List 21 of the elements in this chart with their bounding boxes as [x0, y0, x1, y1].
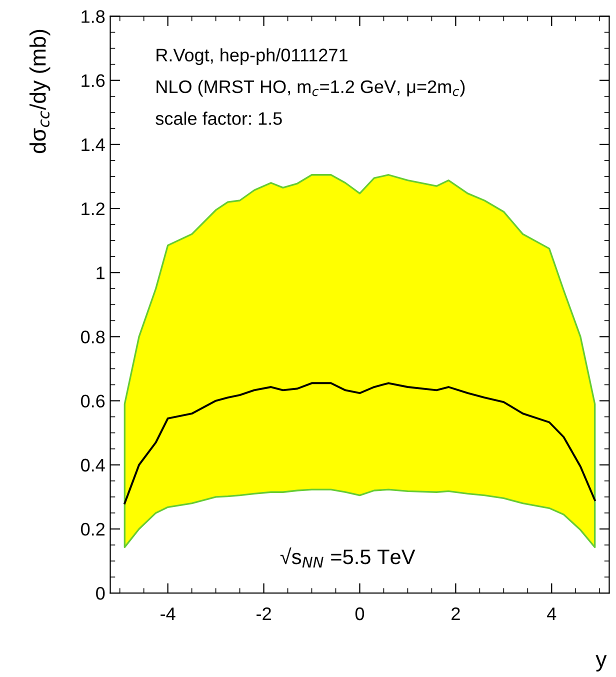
y-tick-label: 0.8 — [81, 330, 105, 344]
annotation: scale factor: 1.5 — [156, 112, 282, 125]
y-tick-label: 1.2 — [82, 202, 104, 216]
y-tick-label: 1.4 — [82, 138, 105, 151]
annotation: R.Vogt, hep-ph/0111271 — [156, 48, 348, 66]
x-tick-label: -4 — [160, 608, 176, 620]
annotation: √s$_{NN}$ =5.5 TeV — [280, 548, 416, 568]
y-axis-title: dσ$_{cc}$/dy (mb) — [30, 30, 50, 154]
x-tick-label: -2 — [256, 607, 271, 620]
x-axis-title: y — [596, 655, 607, 672]
y-tick-label: 1 — [96, 266, 105, 280]
x-tick-label: 4 — [547, 608, 556, 620]
y-tick-label: 1.6 — [82, 74, 105, 88]
y-tick-label: 0.2 — [81, 522, 104, 536]
y-tick-label: 1.8 — [82, 10, 105, 23]
y-tick-label: 0 — [96, 586, 105, 600]
x-tick-label: 0 — [355, 607, 364, 620]
y-tick-label: 0.4 — [81, 458, 105, 472]
x-tick-label: 2 — [452, 607, 460, 620]
annotation: NLO (MRST HO, m$_{c}$=1.2 GeV, μ=2m$_{c}$) — [156, 80, 465, 97]
y-tick-label: 0.6 — [81, 394, 105, 408]
